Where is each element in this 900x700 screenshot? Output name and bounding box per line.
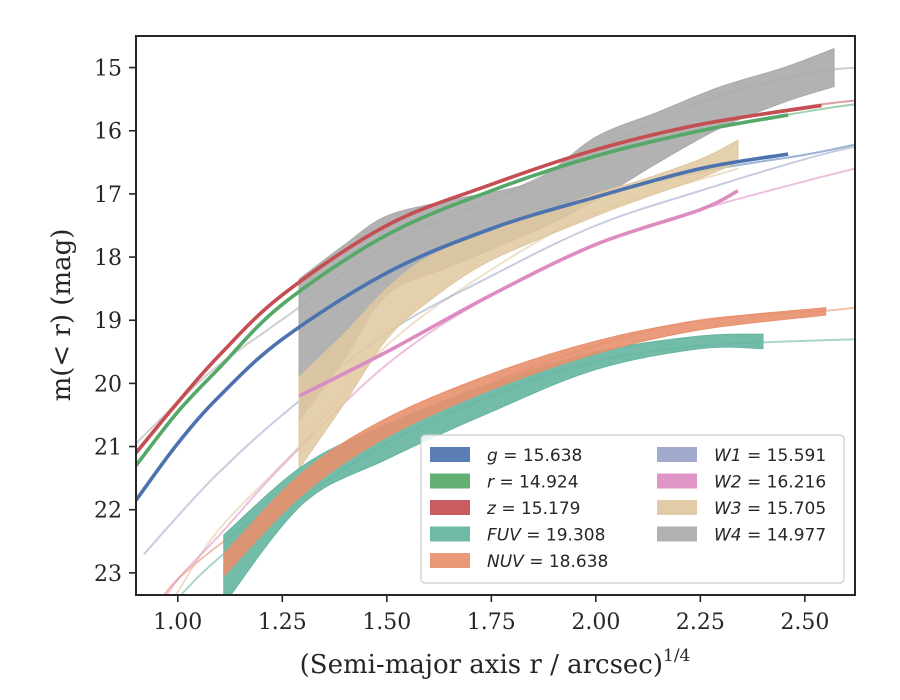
legend-swatch-W3 bbox=[657, 500, 697, 515]
legend-swatch-g bbox=[430, 447, 470, 462]
legend-swatch-z bbox=[430, 500, 470, 515]
legend-swatch-NUV bbox=[430, 553, 470, 568]
legend: g = 15.638 r = 14.924 z = 15.179 FUV = 19.3… bbox=[420, 434, 845, 584]
x-axis-exponent: 1/4 bbox=[663, 646, 690, 666]
series-z-measured bbox=[136, 103, 822, 455]
series-W1-extrapolated-line bbox=[143, 145, 855, 555]
y-tick-label: 23 bbox=[94, 562, 122, 587]
legend-label-W4: W4 = 14.977 bbox=[714, 526, 826, 546]
legend-label-W2: W2 = 16.216 bbox=[714, 473, 826, 493]
y-tick-label: 16 bbox=[94, 120, 122, 145]
series-g-measured bbox=[136, 152, 789, 502]
legend-label-FUV: FUV = 19.308 bbox=[487, 526, 605, 546]
x-tick-label: 1.75 bbox=[467, 610, 516, 635]
legend-label-NUV: NUV = 18.638 bbox=[487, 552, 608, 572]
y-tick-label: 15 bbox=[94, 57, 122, 82]
series-W2-measured bbox=[298, 189, 739, 398]
y-tick-label: 18 bbox=[94, 246, 122, 271]
legend-label-W1: W1 = 15.591 bbox=[714, 446, 826, 466]
series-r-measured bbox=[136, 113, 789, 467]
x-tick-label: 1.25 bbox=[258, 610, 307, 635]
legend-swatch-FUV bbox=[430, 526, 470, 542]
x-tick-label: 1.50 bbox=[362, 610, 411, 635]
y-tick-label: 20 bbox=[94, 372, 122, 397]
y-tick-label: 21 bbox=[94, 436, 122, 461]
legend-label-z: z = 15.179 bbox=[486, 499, 580, 519]
legend-label-W3: W3 = 15.705 bbox=[714, 499, 826, 519]
legend-frame bbox=[420, 434, 845, 584]
x-tick-label: 2.00 bbox=[571, 610, 620, 635]
y-axis-title: m(< r) (mag) bbox=[47, 229, 77, 402]
ticks-layer: 1.00 1.25 1.50 1.75 2.00 2.25 2.50 15 16 17 18 19 20… bbox=[94, 57, 829, 635]
plot-frame bbox=[135, 35, 856, 596]
legend-label-r: r = 14.924 bbox=[487, 473, 579, 493]
legend-swatch-W4 bbox=[657, 526, 697, 542]
x-axis-title: (Semi-major axis r / arcsec)1/4 bbox=[300, 646, 691, 680]
series-NUV-measured bbox=[223, 307, 827, 578]
series-layer bbox=[136, 47, 855, 595]
series-W2-extrapolated-line bbox=[165, 167, 855, 595]
y-tick-label: 19 bbox=[94, 309, 122, 334]
legend-swatch-W2 bbox=[657, 473, 697, 489]
x-tick-label: 2.50 bbox=[780, 610, 829, 635]
legend-label-g: g = 15.638 bbox=[487, 446, 582, 466]
x-tick-label: 1.00 bbox=[153, 610, 202, 635]
y-tick-label: 22 bbox=[94, 499, 122, 524]
x-tick-label: 2.25 bbox=[676, 610, 725, 635]
legend-swatch-r bbox=[430, 473, 470, 489]
legend-swatch-W1 bbox=[657, 447, 697, 462]
y-tick-label: 17 bbox=[94, 183, 122, 208]
